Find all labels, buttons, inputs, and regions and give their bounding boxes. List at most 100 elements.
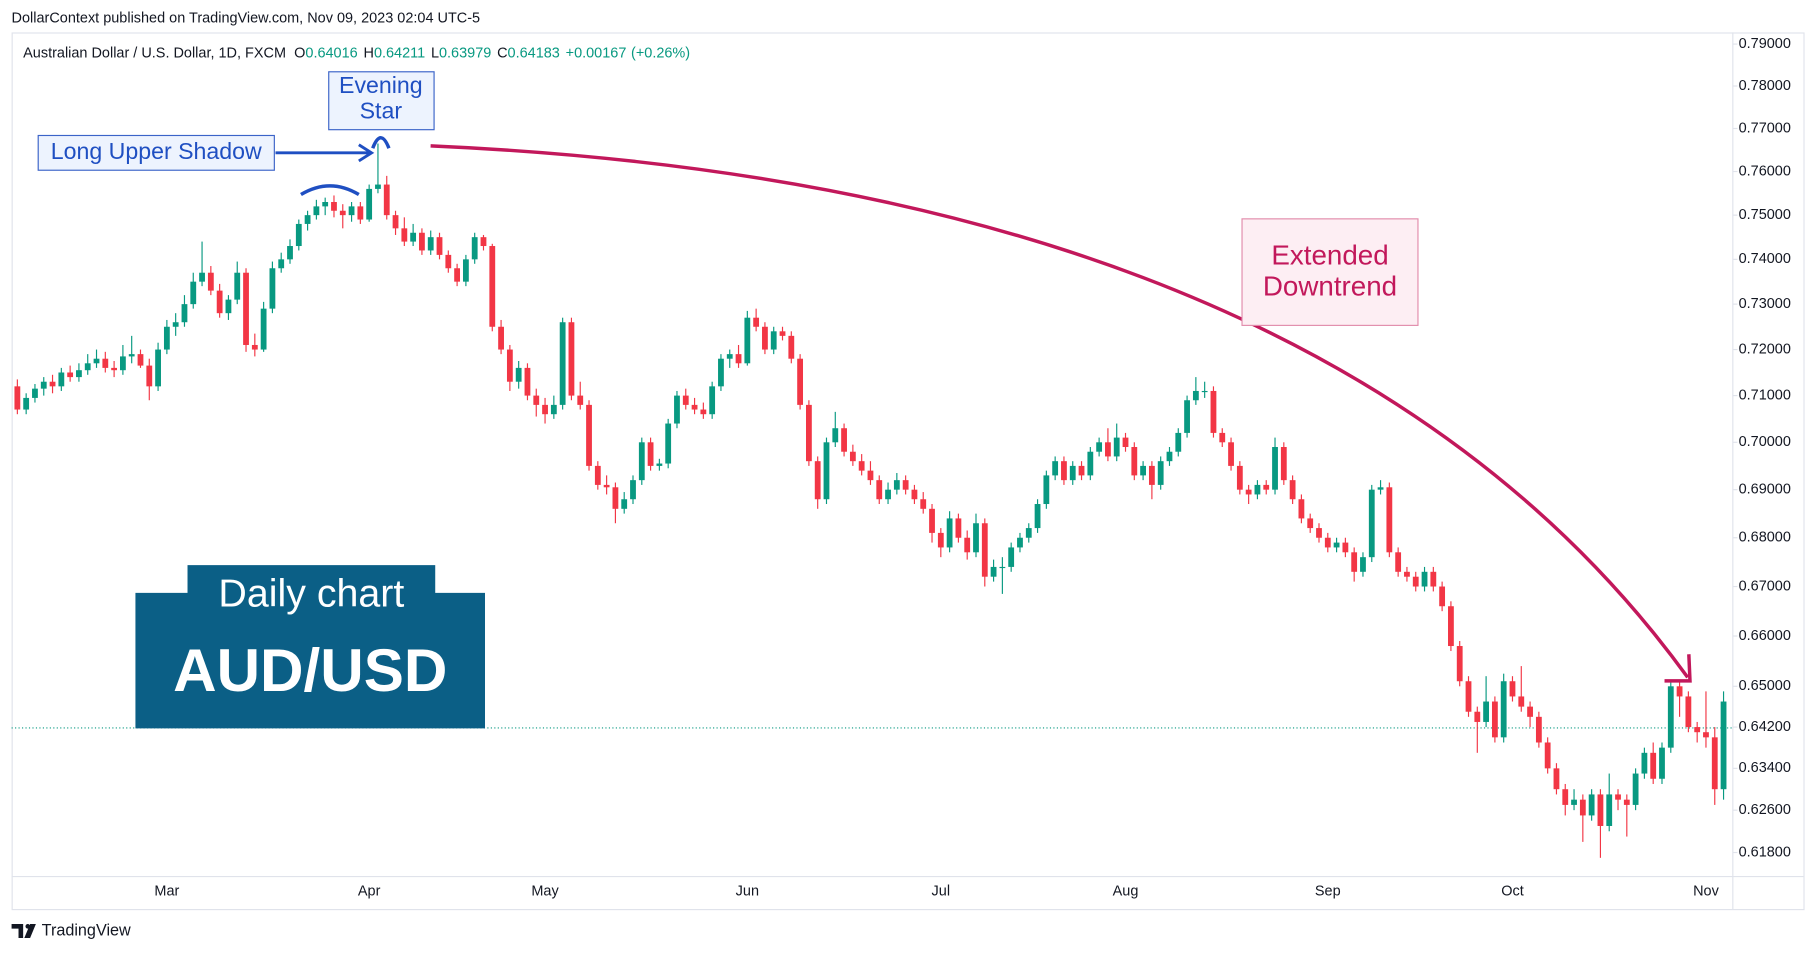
candle-body — [295, 223, 302, 247]
candle-body — [1421, 571, 1428, 587]
y-tick-label: 0.74000 — [1739, 251, 1791, 267]
candle-body — [999, 566, 1006, 569]
candle-body — [1017, 537, 1023, 548]
downtrend-arrow — [430, 144, 1690, 679]
candle-body — [1192, 390, 1199, 401]
candle-body — [1272, 447, 1278, 490]
y-tick-label: 0.62600 — [1739, 802, 1791, 818]
candle-body — [1703, 732, 1709, 738]
candle-body — [867, 470, 874, 481]
candle-body — [709, 386, 716, 415]
candle-body — [1412, 576, 1419, 587]
candle-body — [656, 463, 663, 466]
candle-body — [1069, 465, 1076, 481]
candle-body — [1509, 681, 1516, 697]
logo-icon — [11, 924, 24, 938]
candle-body — [1606, 794, 1613, 826]
candle-body — [770, 331, 777, 350]
candle-body — [251, 344, 258, 350]
candle-body — [1008, 547, 1015, 567]
candle-body — [718, 358, 724, 387]
candle-body — [981, 523, 988, 577]
ohlc-value: 0.64016 — [305, 45, 357, 61]
y-tick-label: 0.72000 — [1739, 341, 1791, 357]
y-tick-label: 0.79000 — [1739, 36, 1791, 52]
plot-area — [11, 143, 1733, 858]
candle-body — [1184, 400, 1190, 433]
chart-frame — [11, 32, 1805, 911]
evening-star-box — [328, 71, 435, 131]
candle-body — [93, 358, 100, 364]
candle-body — [76, 370, 82, 378]
candle-body — [137, 354, 144, 366]
candle-body — [1615, 794, 1621, 800]
candle-body — [498, 326, 504, 350]
candle-body — [1122, 437, 1129, 448]
candle-body — [436, 237, 443, 255]
candle-body — [14, 386, 21, 410]
footer-text: TradingView — [42, 921, 131, 939]
candle-body — [858, 461, 865, 471]
logo-icon — [24, 924, 36, 938]
candle-body — [788, 335, 795, 359]
candle-body — [762, 326, 768, 350]
candle-body — [462, 259, 469, 282]
candle-body — [146, 365, 153, 387]
footer-logo: TradingView — [11, 921, 131, 939]
y-tick-label: 0.64200 — [1739, 719, 1791, 735]
candle-body — [1483, 701, 1489, 722]
candle-body — [1694, 727, 1701, 733]
ohlc-legend: Australian Dollar / U.S. Dollar, 1D, FXC… — [23, 45, 690, 61]
candle-body — [1650, 752, 1657, 779]
candle-body — [1061, 461, 1067, 481]
candle-body — [621, 499, 628, 509]
candle-body — [1579, 799, 1586, 816]
candle-body — [1254, 484, 1261, 495]
candle-body — [1544, 742, 1551, 769]
downtrend-arrowhead — [1664, 654, 1692, 683]
candle-body — [1474, 711, 1481, 722]
ohlc-letter: L — [431, 45, 439, 61]
ohlc-letter: C — [497, 45, 507, 61]
candle-body — [1659, 747, 1665, 779]
x-tick-label: Mar — [154, 883, 179, 899]
ohlc-letter: O — [294, 45, 305, 61]
candle-body — [287, 246, 293, 260]
candle-body — [410, 232, 417, 242]
candle-body — [920, 499, 927, 509]
y-tick-label: 0.63400 — [1739, 760, 1791, 776]
candle-body — [1307, 518, 1314, 529]
y-tick-label: 0.70000 — [1739, 434, 1791, 450]
candle-body — [1087, 451, 1094, 476]
candle-body — [278, 259, 285, 269]
candle-body — [1280, 447, 1287, 481]
candle-body — [726, 354, 733, 359]
candle-body — [691, 404, 698, 410]
candle-body — [911, 489, 918, 500]
badge-line2: AUD/USD — [173, 637, 447, 704]
candle-body — [322, 202, 329, 207]
candle-body — [1368, 489, 1375, 558]
candle-body — [1377, 487, 1384, 490]
badge — [135, 565, 486, 729]
candle-body — [630, 480, 636, 500]
x-tick-label: Jun — [736, 883, 759, 899]
publisher-note: DollarContext published on TradingView.c… — [12, 10, 481, 26]
long-upper-shadow-label: Long Upper Shadow — [51, 138, 262, 164]
candle-body — [1333, 542, 1340, 548]
candle-body — [612, 487, 619, 509]
candle-body — [67, 372, 74, 378]
candle-body — [119, 356, 126, 371]
candle-body — [1236, 465, 1243, 490]
candle-body — [1131, 447, 1138, 476]
candle-body — [1465, 681, 1472, 712]
candle-body — [383, 184, 390, 216]
candle-body — [674, 395, 680, 424]
candle-body — [1685, 696, 1692, 728]
x-tick-label: Nov — [1693, 883, 1719, 899]
candle-body — [1588, 794, 1595, 816]
candle-body — [990, 566, 997, 577]
candle-body — [506, 349, 513, 382]
